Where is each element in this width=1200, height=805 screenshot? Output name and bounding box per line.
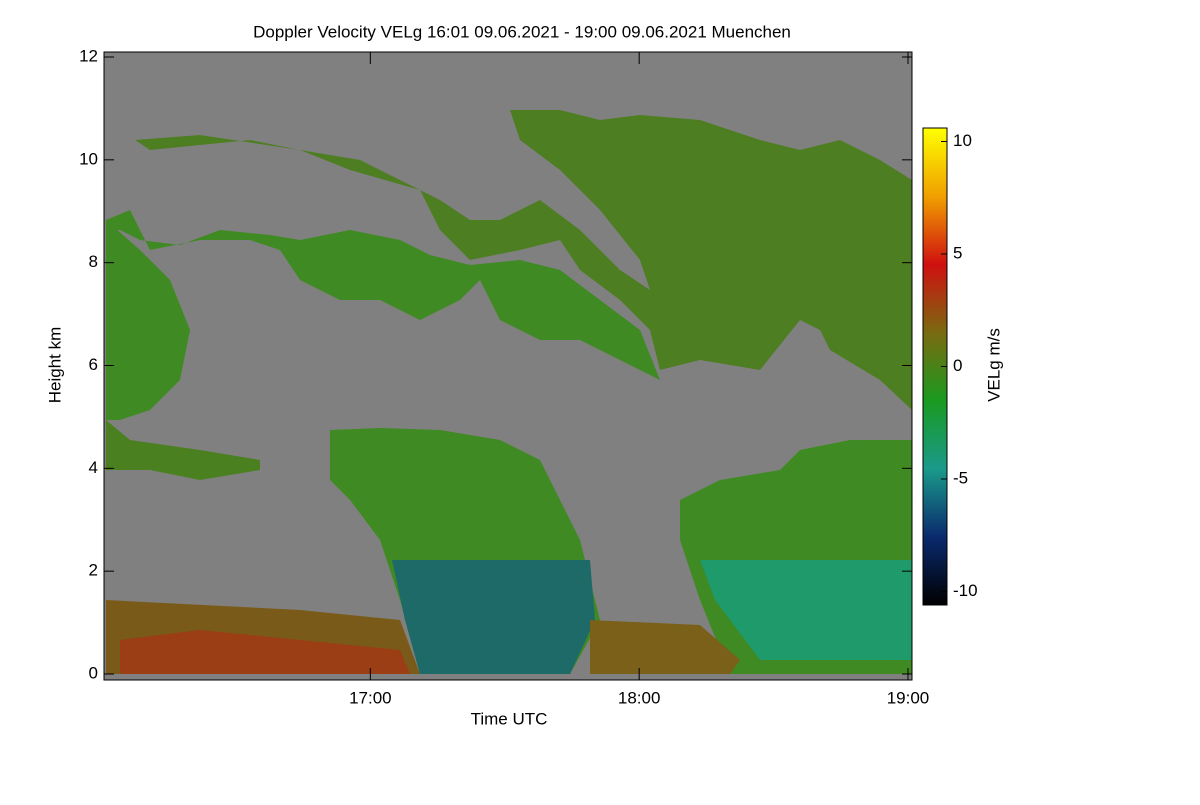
y-tick-label: 2 [89, 561, 98, 580]
colorbar-tick-label: -10 [953, 581, 978, 600]
x-axis-title: Time UTC [471, 709, 548, 728]
rain-1 [392, 560, 595, 674]
y-tick-label: 0 [89, 663, 98, 682]
y-axis-title: Height km [45, 327, 64, 404]
rain-2 [700, 560, 912, 660]
y-tick-label: 8 [89, 252, 98, 271]
upper-cloud [135, 110, 912, 410]
colorbar-tick-label: 10 [953, 131, 972, 150]
y-tick-label: 6 [89, 355, 98, 374]
colorbar-tick-label: -5 [953, 468, 968, 487]
clutter-mid [590, 620, 740, 674]
y-tick-label: 4 [89, 458, 98, 477]
colorbar-title: VELg m/s [984, 328, 1003, 402]
left-cloud [106, 220, 190, 420]
x-tick-label: 17:00 [349, 688, 392, 707]
low-left-cloud [106, 420, 260, 480]
x-tick-label: 19:00 [887, 688, 930, 707]
y-tick-label: 12 [79, 46, 98, 65]
colorbar-tick-label: 0 [953, 356, 962, 375]
mid-cloud [106, 210, 660, 380]
y-tick-label: 10 [79, 149, 98, 168]
colorbar-tick-label: 5 [953, 243, 962, 262]
chart-title: Doppler Velocity VELg 16:01 09.06.2021 -… [253, 22, 791, 41]
echo-field [106, 110, 912, 674]
clutter-red [120, 630, 410, 674]
x-tick-label: 18:00 [618, 688, 661, 707]
